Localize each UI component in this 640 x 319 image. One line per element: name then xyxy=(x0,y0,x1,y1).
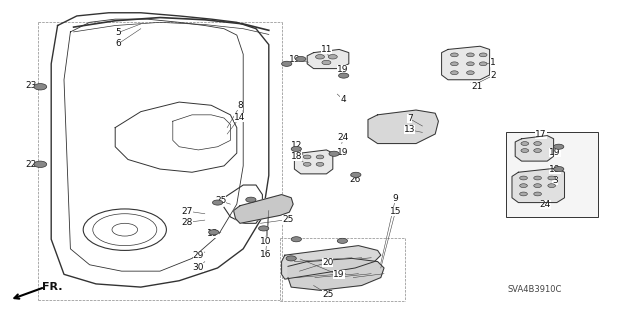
Text: 28: 28 xyxy=(182,218,193,227)
Text: 10: 10 xyxy=(260,237,271,246)
Circle shape xyxy=(451,71,458,75)
Circle shape xyxy=(451,62,458,66)
Circle shape xyxy=(534,149,541,152)
Circle shape xyxy=(316,55,324,59)
Text: 23: 23 xyxy=(25,81,36,90)
Circle shape xyxy=(209,230,219,235)
Text: 12: 12 xyxy=(291,141,302,150)
Circle shape xyxy=(467,71,474,75)
Circle shape xyxy=(548,184,556,188)
Text: 7: 7 xyxy=(407,114,412,123)
Text: 27: 27 xyxy=(182,207,193,216)
Circle shape xyxy=(554,144,564,149)
Text: 18: 18 xyxy=(291,152,302,161)
Text: 24: 24 xyxy=(540,200,551,209)
Text: 5: 5 xyxy=(116,28,121,37)
Circle shape xyxy=(329,151,339,156)
Text: 6: 6 xyxy=(116,39,121,48)
Circle shape xyxy=(282,61,292,66)
Circle shape xyxy=(337,238,348,243)
Polygon shape xyxy=(234,195,293,223)
Text: 15: 15 xyxy=(390,207,401,216)
Circle shape xyxy=(296,56,306,62)
Circle shape xyxy=(534,192,541,196)
Text: 19: 19 xyxy=(207,229,219,238)
Text: 19: 19 xyxy=(337,148,349,157)
Text: 19: 19 xyxy=(333,271,345,279)
Text: SVA4B3910C: SVA4B3910C xyxy=(508,285,562,294)
Text: 9: 9 xyxy=(393,194,398,203)
Text: 19: 19 xyxy=(289,55,300,64)
Circle shape xyxy=(316,155,324,159)
Circle shape xyxy=(303,162,311,166)
Circle shape xyxy=(534,184,541,188)
Circle shape xyxy=(34,161,47,167)
Text: 29: 29 xyxy=(193,251,204,260)
Circle shape xyxy=(246,197,256,202)
Polygon shape xyxy=(288,258,384,290)
Circle shape xyxy=(479,53,487,57)
Circle shape xyxy=(316,162,324,166)
Circle shape xyxy=(291,237,301,242)
Text: 11: 11 xyxy=(321,45,332,54)
Polygon shape xyxy=(515,136,554,161)
Circle shape xyxy=(212,200,223,205)
Text: 14: 14 xyxy=(234,113,246,122)
Text: 30: 30 xyxy=(193,263,204,272)
Circle shape xyxy=(534,176,541,180)
Text: 4: 4 xyxy=(340,95,346,104)
Circle shape xyxy=(548,176,556,180)
Circle shape xyxy=(479,62,487,66)
Circle shape xyxy=(521,142,529,145)
Circle shape xyxy=(554,167,564,172)
Circle shape xyxy=(328,55,337,59)
Circle shape xyxy=(520,176,527,180)
Text: 13: 13 xyxy=(404,125,415,134)
Text: 1: 1 xyxy=(490,58,495,67)
Text: 25: 25 xyxy=(282,215,294,224)
Text: 17: 17 xyxy=(535,130,547,139)
Text: 16: 16 xyxy=(260,250,271,259)
Text: 19: 19 xyxy=(549,165,561,174)
Circle shape xyxy=(520,184,527,188)
Circle shape xyxy=(467,53,474,57)
Text: 26: 26 xyxy=(349,175,361,184)
Circle shape xyxy=(303,155,311,159)
Circle shape xyxy=(520,192,527,196)
Circle shape xyxy=(34,84,47,90)
Circle shape xyxy=(467,62,474,66)
Polygon shape xyxy=(442,46,490,80)
Circle shape xyxy=(451,53,458,57)
Text: 21: 21 xyxy=(471,82,483,91)
Text: 19: 19 xyxy=(337,65,349,74)
Bar xyxy=(506,132,598,217)
Circle shape xyxy=(286,256,296,261)
Circle shape xyxy=(534,142,541,145)
Text: 19: 19 xyxy=(549,148,561,157)
Circle shape xyxy=(351,172,361,177)
Polygon shape xyxy=(307,49,349,69)
Text: FR.: FR. xyxy=(42,282,62,292)
Polygon shape xyxy=(368,110,438,144)
Text: 3: 3 xyxy=(552,176,557,185)
Text: 24: 24 xyxy=(337,133,349,142)
Text: 25: 25 xyxy=(322,290,333,299)
Text: 20: 20 xyxy=(322,258,333,267)
Polygon shape xyxy=(282,246,381,279)
Text: 22: 22 xyxy=(25,160,36,169)
Text: 2: 2 xyxy=(490,71,495,80)
Text: 8: 8 xyxy=(237,101,243,110)
Circle shape xyxy=(291,146,301,152)
Circle shape xyxy=(322,60,331,65)
Circle shape xyxy=(521,149,529,152)
Polygon shape xyxy=(294,150,333,174)
Circle shape xyxy=(339,73,349,78)
Polygon shape xyxy=(512,168,564,203)
Circle shape xyxy=(259,226,269,231)
Text: 25: 25 xyxy=(215,197,227,205)
